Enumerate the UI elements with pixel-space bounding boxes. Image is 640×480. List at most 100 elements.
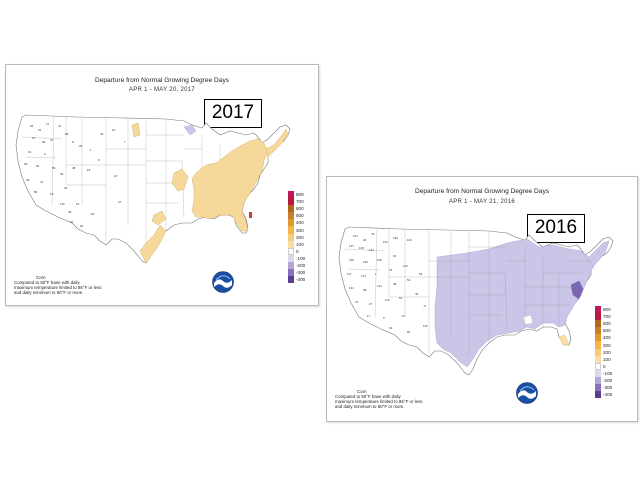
station-label: 45 xyxy=(415,292,419,296)
below-normal-region xyxy=(434,238,610,368)
station-label: 120 xyxy=(393,236,398,240)
station-label: 134 xyxy=(383,240,388,244)
legend-label: 0 xyxy=(296,248,299,254)
station-label: 91 xyxy=(389,326,393,330)
station-label: 19 xyxy=(50,192,54,196)
legend-swatch xyxy=(288,198,294,206)
station-label: 129 xyxy=(359,246,364,250)
footer-note: Computed to 50°F base with daily xyxy=(14,280,80,285)
above-normal-region-coast xyxy=(139,224,167,264)
footer-note: maximum temperature limited to 86°F or l… xyxy=(14,285,102,290)
legend-label: 0 xyxy=(603,363,606,369)
color-legend: 800 700 600 500 400 300 200 100 0 -100 -… xyxy=(288,191,306,284)
station-label: -36 xyxy=(78,144,83,148)
below-normal-region xyxy=(183,124,197,136)
station-label: 103 xyxy=(407,238,412,242)
legend-swatch xyxy=(288,226,294,234)
station-label: 131 xyxy=(369,248,374,252)
legend-label: 400 xyxy=(296,220,304,226)
legend-label: -400 xyxy=(603,392,613,398)
legend-swatch xyxy=(595,391,601,399)
footer-crop: Corn xyxy=(357,389,367,394)
legend-swatch xyxy=(288,276,294,284)
station-label: 11 xyxy=(46,122,49,126)
legend-label: 500 xyxy=(296,213,304,219)
station-label: 9 xyxy=(383,316,385,320)
legend-label: 800 xyxy=(603,307,611,313)
legend-swatch xyxy=(595,376,601,385)
legend-label: 200 xyxy=(603,349,611,355)
station-label: 16 xyxy=(76,202,80,206)
legend-swatch xyxy=(595,348,601,356)
footer-note: and daily minimum to 50°F or more. xyxy=(335,404,405,409)
legend-swatch xyxy=(595,306,601,314)
legend-label: -200 xyxy=(296,262,306,268)
station-label: 79 xyxy=(371,232,375,236)
high-departure-spot xyxy=(249,212,252,218)
legend-label: 300 xyxy=(296,227,304,233)
station-label: 65 xyxy=(419,272,423,276)
legend-label: -100 xyxy=(296,255,306,261)
above-normal-region-ne xyxy=(265,128,289,158)
station-label: 74 xyxy=(40,180,44,184)
year-label: 2016 xyxy=(527,214,585,243)
above-normal-region-nd xyxy=(131,122,141,138)
station-label: 39 xyxy=(68,210,72,214)
station-label: 53 xyxy=(407,278,411,282)
legend-label: -300 xyxy=(296,270,306,276)
station-label: -19 xyxy=(86,168,91,172)
station-label: 31 xyxy=(28,150,32,154)
station-label: 41 xyxy=(58,124,62,128)
station-label: 39 xyxy=(60,172,64,176)
station-label: 51 xyxy=(399,296,403,300)
station-label: 27 xyxy=(369,302,373,306)
map-footer: Corn Computed to 50°F base with daily ma… xyxy=(14,275,101,295)
map-footer: Corn Computed to 50°F base with daily ma… xyxy=(335,389,422,409)
map-title: Departure from Normal Growing Degree Day… xyxy=(414,188,550,195)
us-map-2017: 26 31 11 41 61 69 47 -48 8 31 2 -36 1 64… xyxy=(15,114,291,264)
station-label: 107 xyxy=(353,234,358,238)
near-normal-spot xyxy=(522,314,534,326)
station-label: 8 xyxy=(72,140,74,144)
station-label: 110 xyxy=(423,324,428,328)
map-panel-2016: Departure from Normal Growing Degree Day… xyxy=(326,176,638,422)
station-label: 64 xyxy=(24,162,28,166)
legend-swatch xyxy=(288,269,294,277)
station-label: 137 xyxy=(349,244,354,248)
station-label: -48 xyxy=(64,132,69,136)
legend-label: 700 xyxy=(296,199,304,205)
station-label: 110 xyxy=(403,264,408,268)
legend-swatch xyxy=(288,233,294,241)
station-label: 27 xyxy=(118,200,122,204)
station-label: 36 xyxy=(26,178,30,182)
station-label: 43 xyxy=(100,132,104,136)
station-label: 66 xyxy=(407,330,411,334)
legend-swatch xyxy=(288,247,294,255)
legend-swatch xyxy=(595,369,601,377)
state-borders xyxy=(344,228,596,355)
station-labels: 107 93 79 137 129 131 134 120 103 215 15… xyxy=(347,232,428,334)
above-normal-spot-fl xyxy=(558,334,570,346)
station-label: 93 xyxy=(363,238,367,242)
station-label: 81 xyxy=(36,164,40,168)
station-label: 31 xyxy=(38,128,42,132)
us-outline xyxy=(15,114,291,264)
legend-swatch xyxy=(288,191,294,199)
legend-swatch xyxy=(595,313,601,321)
legend-label: 500 xyxy=(603,328,611,334)
legend-label: -300 xyxy=(603,385,613,391)
station-label: 48 xyxy=(72,166,76,170)
map-subtitle: APR 1 - MAY 21, 2016 xyxy=(448,199,516,205)
legend-swatch xyxy=(288,219,294,227)
legend-swatch xyxy=(288,254,294,262)
station-label: 66 xyxy=(393,254,397,258)
legend-swatch xyxy=(288,240,294,248)
station-label: -27 xyxy=(401,314,406,318)
station-label: 114 xyxy=(377,284,382,288)
legend-swatch xyxy=(288,205,294,213)
station-label: 2 xyxy=(44,152,46,156)
legend-label: 100 xyxy=(296,241,304,247)
station-label: 61 xyxy=(32,136,36,140)
legend-swatch xyxy=(595,320,601,328)
station-label: 86 xyxy=(34,190,38,194)
